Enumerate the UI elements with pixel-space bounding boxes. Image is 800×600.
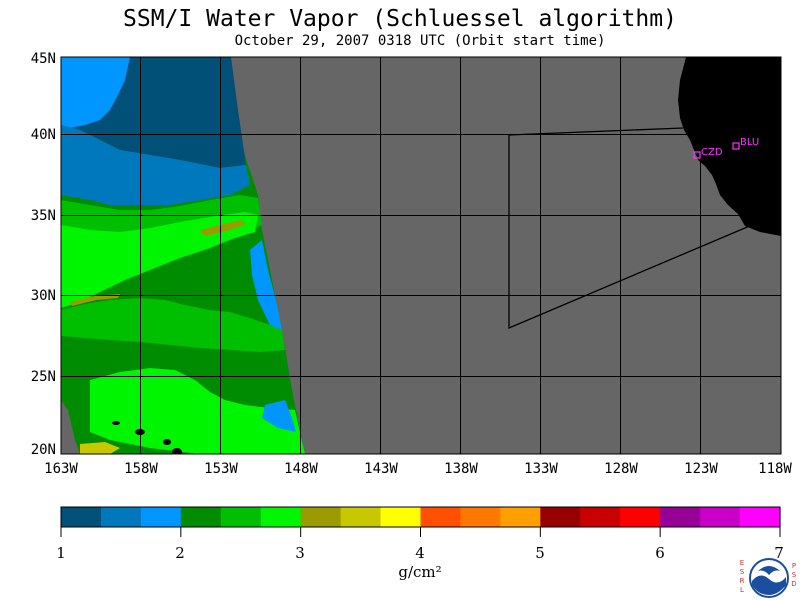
color-scale-label-2: 2: [175, 544, 185, 562]
color-scale-label-4: 4: [415, 544, 425, 562]
vapor-band-east-blue: [250, 240, 282, 330]
no-data-sw-corner: [61, 400, 80, 454]
map-subtitle: October 29, 2007 0318 UTC (Orbit start t…: [234, 33, 606, 49]
lon-label-118w: 118W: [758, 461, 792, 477]
island: [112, 421, 120, 425]
lat-label-25n: 25N: [30, 369, 56, 385]
station-label-blu: BLU: [740, 137, 760, 148]
lon-label-158w: 158W: [124, 461, 158, 477]
vapor-band-bright-green: [61, 212, 258, 308]
color-scale-label-3: 3: [295, 544, 305, 562]
lon-label-138w: 138W: [444, 461, 478, 477]
lon-label-153w: 153W: [204, 461, 238, 477]
logo-letter: R: [739, 577, 745, 585]
station-marker-blu: [732, 142, 740, 150]
lat-label-45n: 45N: [30, 51, 56, 67]
logo-letter: P: [791, 562, 797, 570]
vapor-band-olive: [200, 220, 246, 236]
logo-letter: E: [739, 559, 745, 567]
lon-label-148w: 148W: [284, 461, 318, 477]
color-scale-label-7: 7: [774, 544, 784, 562]
land-california: [678, 57, 781, 236]
logo-letters-left: E S R L: [738, 559, 746, 595]
lat-label-40n: 40N: [30, 127, 56, 143]
lon-label-128w: 128W: [604, 461, 638, 477]
island: [172, 448, 182, 454]
lat-label-20n: 20N: [30, 442, 56, 458]
units-label: g/cm²: [398, 563, 442, 581]
logo-letter: S: [739, 568, 745, 576]
lon-label-163w: 163W: [44, 461, 78, 477]
logo-letters-right: P S D: [790, 562, 798, 589]
color-scale-label-6: 6: [655, 544, 665, 562]
station-label-czd: CZD: [701, 147, 723, 158]
map-frame: [60, 56, 782, 455]
vapor-band-yellow: [80, 442, 120, 454]
island: [163, 439, 171, 445]
logo-letter: S: [791, 571, 797, 579]
lat-label-30n: 30N: [30, 288, 56, 304]
noaa-logo-icon: [749, 558, 789, 598]
lon-label-133w: 133W: [524, 461, 558, 477]
vapor-band-mid-blue: [61, 125, 250, 205]
logo-letter: L: [740, 586, 744, 594]
map-title: SSM/I Water Vapor (Schluessel algorithm): [123, 6, 677, 32]
vapor-band-light-green-south: [61, 298, 285, 352]
vapor-band-moist-east: [262, 400, 296, 432]
vapor-band-olive-west: [70, 294, 120, 306]
station-marker-czd: [693, 151, 701, 159]
vapor-band-light-blue: [61, 57, 130, 128]
lon-label-123w: 123W: [684, 461, 718, 477]
lat-label-35n: 35N: [30, 208, 56, 224]
lon-label-143w: 143W: [364, 461, 398, 477]
color-scale-label-1: 1: [56, 544, 66, 562]
study-area-outline: [508, 127, 753, 329]
color-scale-label-5: 5: [535, 544, 545, 562]
logo-letter: D: [791, 580, 797, 588]
